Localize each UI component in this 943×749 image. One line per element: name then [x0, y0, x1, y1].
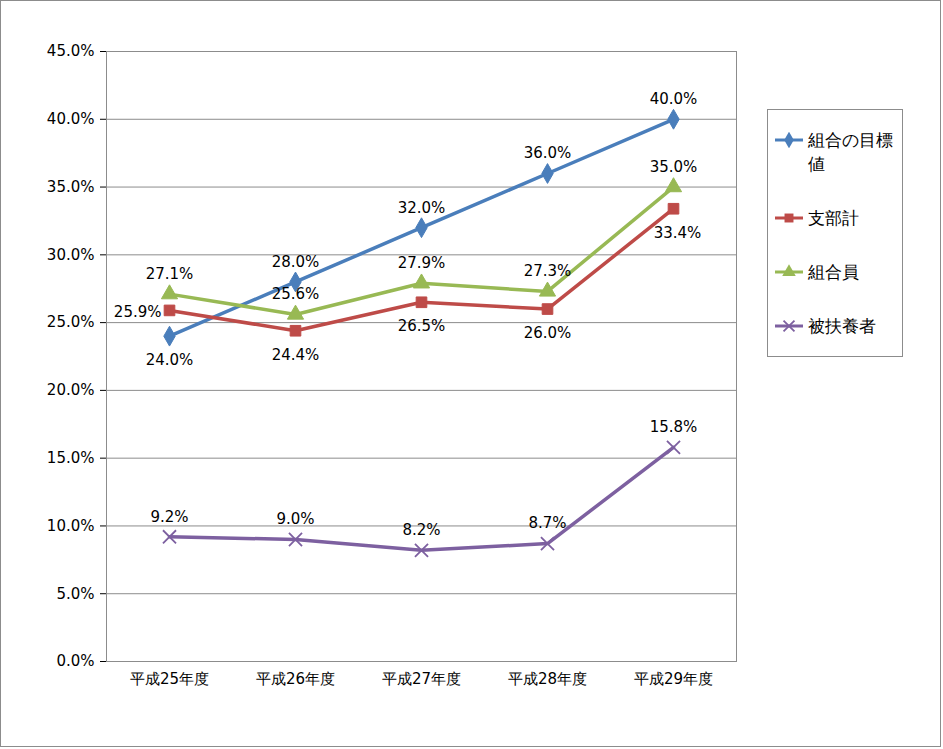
svg-text:15.0%: 15.0%	[47, 449, 95, 467]
svg-text:25.0%: 25.0%	[47, 313, 95, 331]
svg-text:24.4%: 24.4%	[272, 346, 320, 364]
svg-text:8.2%: 8.2%	[402, 521, 440, 539]
html-text:支部計: 支部計	[808, 208, 859, 228]
svg-text:8.7%: 8.7%	[528, 514, 566, 532]
svg-text:30.0%: 30.0%	[47, 246, 95, 264]
svg-text:9.0%: 9.0%	[276, 510, 314, 528]
svg-text:平成26年度: 平成26年度	[256, 670, 335, 688]
html-text:組合員: 組合員	[808, 262, 859, 282]
svg-text:36.0%: 36.0%	[524, 144, 572, 162]
svg-text:9.2%: 9.2%	[150, 508, 188, 526]
svg-text:0.0%: 0.0%	[56, 652, 94, 670]
svg-text:平成27年度: 平成27年度	[382, 670, 461, 688]
svg-text:26.0%: 26.0%	[524, 324, 572, 342]
html-text:組合の目標値: 組合の目標値	[808, 130, 893, 174]
svg-text:28.0%: 28.0%	[272, 253, 320, 271]
svg-text:平成25年度: 平成25年度	[130, 670, 209, 688]
svg-text:5.0%: 5.0%	[56, 585, 94, 603]
svg-text:35.0%: 35.0%	[47, 178, 95, 196]
svg-text:15.8%: 15.8%	[650, 418, 698, 436]
svg-text:25.9%: 25.9%	[114, 303, 162, 321]
svg-text:27.3%: 27.3%	[524, 262, 572, 280]
svg-text:40.0%: 40.0%	[650, 90, 698, 108]
svg-text:27.1%: 27.1%	[146, 265, 194, 283]
svg-text:32.0%: 32.0%	[398, 199, 446, 217]
html-text:被扶養者: 被扶養者	[808, 316, 876, 336]
svg-text:27.9%: 27.9%	[398, 254, 446, 272]
svg-text:33.4%: 33.4%	[654, 224, 702, 242]
svg-text:24.0%: 24.0%	[146, 351, 194, 369]
svg-text:平成29年度: 平成29年度	[634, 670, 713, 688]
svg-text:26.5%: 26.5%	[398, 317, 446, 335]
svg-text:25.6%: 25.6%	[272, 285, 320, 303]
svg-text:10.0%: 10.0%	[47, 517, 95, 535]
svg-text:45.0%: 45.0%	[47, 42, 95, 60]
svg-text:35.0%: 35.0%	[650, 158, 698, 176]
svg-text:平成28年度: 平成28年度	[508, 670, 587, 688]
svg-text:20.0%: 20.0%	[47, 381, 95, 399]
svg-text:40.0%: 40.0%	[47, 110, 95, 128]
